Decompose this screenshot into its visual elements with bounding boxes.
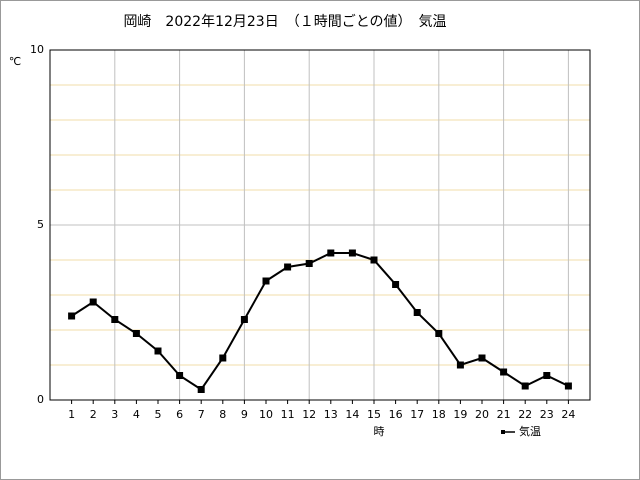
x-tick-label: 11	[281, 408, 295, 421]
x-tick-label: 1	[68, 408, 75, 421]
point	[284, 263, 292, 271]
x-tick-label: 24	[561, 408, 575, 421]
x-tick-label: 9	[241, 408, 248, 421]
point	[305, 260, 313, 267]
point	[348, 249, 356, 257]
x-axis-label: 時	[374, 425, 385, 438]
point	[132, 330, 140, 337]
point	[564, 382, 572, 390]
point	[435, 330, 443, 337]
point	[111, 316, 119, 323]
point	[478, 354, 486, 362]
point	[89, 298, 97, 306]
point	[68, 312, 76, 320]
x-tick-label: 14	[345, 408, 359, 421]
plot-border	[49, 49, 591, 401]
x-tick-label: 13	[324, 408, 338, 421]
point	[262, 277, 270, 285]
point	[219, 354, 227, 362]
x-tick-label: 2	[90, 408, 97, 421]
x-tick-label: 6	[176, 408, 183, 421]
y-tick-label: 0	[37, 393, 44, 406]
point	[543, 372, 551, 379]
point	[370, 256, 378, 264]
x-tick-label: 12	[302, 408, 316, 421]
point	[521, 382, 529, 390]
point	[413, 309, 421, 316]
line	[71, 252, 569, 391]
x-tick-label: 17	[410, 408, 424, 421]
point	[197, 386, 205, 393]
x-tick-label: 20	[475, 408, 489, 421]
x-tick-label: 19	[453, 408, 467, 421]
point	[392, 281, 400, 288]
point	[240, 316, 248, 323]
point	[456, 361, 464, 369]
x-tick-label: 10	[259, 408, 273, 421]
x-tick-label: 5	[155, 408, 162, 421]
point	[327, 249, 335, 257]
point	[154, 347, 162, 355]
x-tick-label: 7	[198, 408, 205, 421]
y-tick-label: 5	[37, 218, 44, 231]
x-tick-label: 3	[111, 408, 118, 421]
legend-label: 気温	[519, 424, 541, 438]
point	[176, 372, 184, 379]
x-tick-label: 23	[540, 408, 554, 421]
x-tick-label: 18	[432, 408, 446, 421]
x-tick-label: 15	[367, 408, 381, 421]
x-tick-label: 21	[497, 408, 511, 421]
y-tick-label: 10	[30, 43, 44, 56]
legend-marker	[501, 430, 505, 434]
x-tick-label: 16	[389, 408, 403, 421]
x-tick-label: 4	[133, 408, 140, 421]
point	[500, 368, 508, 376]
x-tick-label: 22	[518, 408, 532, 421]
chart-title: 岡崎 2022年12月23日 （１時間ごとの値） 気温	[123, 14, 446, 30]
x-tick-label: 8	[219, 408, 226, 421]
y-axis-label: ℃	[9, 55, 21, 68]
